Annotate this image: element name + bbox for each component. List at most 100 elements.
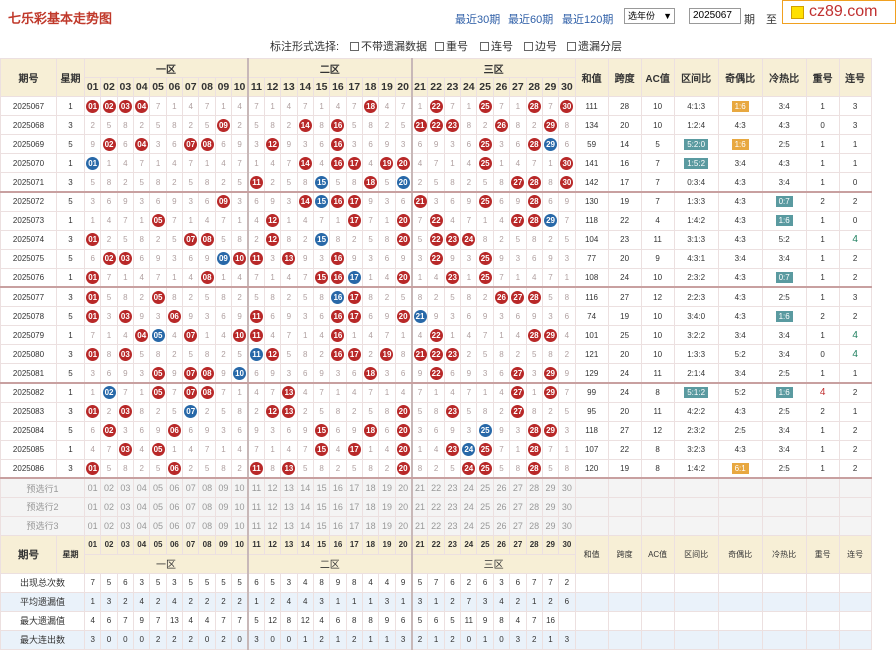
preset-number[interactable]: 06 [165,515,184,536]
preset-number[interactable]: 26 [492,477,511,498]
preset-number[interactable]: 16 [329,477,347,498]
preset-number[interactable]: 14 [296,515,314,536]
option-layer[interactable]: 遗漏分层 [567,38,622,54]
preset-number[interactable]: 17 [345,496,363,517]
preset-number[interactable]: 09 [214,477,233,498]
preset-number[interactable]: 04 [133,496,151,517]
preset-number[interactable]: 12 [263,477,282,498]
preset-number[interactable]: 25 [476,496,494,517]
option-repeat[interactable]: 重号 [435,38,468,54]
preset-number[interactable]: 30 [558,477,576,498]
preset-number[interactable]: 07 [182,496,200,517]
option-no-missing[interactable]: 不带遗漏数据 [350,38,427,54]
preset-number[interactable]: 28 [525,515,543,536]
preset-number[interactable]: 24 [460,477,478,498]
preset-number[interactable]: 13 [280,477,298,498]
preset-number[interactable]: 28 [525,477,543,498]
preset-number[interactable]: 23 [443,515,462,536]
preset-number[interactable]: 12 [263,496,282,517]
preset-number[interactable]: 16 [329,496,347,517]
preset-number[interactable]: 02 [100,515,118,536]
preset-number[interactable]: 24 [460,515,478,536]
preset-number[interactable]: 03 [116,515,135,536]
preset-number[interactable]: 20 [394,515,413,536]
preset-number[interactable]: 04 [133,515,151,536]
preset-number[interactable]: 03 [116,477,135,498]
preset-number[interactable]: 22 [427,515,445,536]
preset-number[interactable]: 13 [280,496,298,517]
preset-number[interactable]: 23 [443,477,462,498]
period-from-input[interactable]: 2025067 [689,8,741,24]
preset-number[interactable]: 10 [231,496,249,517]
option-edge[interactable]: 边号 [524,38,557,54]
preset-number[interactable]: 16 [329,515,347,536]
link-recent-30[interactable]: 最近30期 [455,14,501,26]
preset-number[interactable]: 08 [198,515,216,536]
preset-number[interactable]: 27 [509,496,527,517]
preset-number[interactable]: 04 [133,477,151,498]
preset-number[interactable]: 26 [492,496,511,517]
preset-number[interactable]: 26 [492,515,511,536]
preset-number[interactable]: 14 [296,477,314,498]
preset-number[interactable]: 10 [231,515,249,536]
preset-number[interactable]: 17 [345,515,363,536]
preset-number[interactable]: 01 [83,477,102,498]
checkbox-icon[interactable] [567,42,576,51]
preset-number[interactable]: 13 [280,515,298,536]
preset-number[interactable]: 05 [149,515,167,536]
preset-number[interactable]: 27 [509,477,527,498]
preset-number[interactable]: 15 [312,477,331,498]
preset-number[interactable]: 29 [541,477,560,498]
preset-number[interactable]: 19 [378,477,396,498]
preset-number[interactable]: 23 [443,496,462,517]
link-recent-60[interactable]: 最近60期 [508,14,554,26]
link-recent-120[interactable]: 最近120期 [562,14,614,26]
preset-number[interactable]: 25 [476,515,494,536]
preset-number[interactable]: 15 [312,515,331,536]
preset-number[interactable]: 12 [263,515,282,536]
checkbox-icon[interactable] [435,42,444,51]
preset-number[interactable]: 28 [525,496,543,517]
period-header[interactable]: 期号 [0,58,57,97]
preset-number[interactable]: 01 [83,515,102,536]
preset-number[interactable]: 10 [231,477,249,498]
preset-number[interactable]: 27 [509,515,527,536]
preset-number[interactable]: 25 [476,477,494,498]
preset-number[interactable]: 07 [182,515,200,536]
preset-number[interactable]: 11 [247,477,265,498]
preset-number[interactable]: 24 [460,496,478,517]
preset-number[interactable]: 29 [541,515,560,536]
preset-number[interactable]: 09 [214,496,233,517]
preset-number[interactable]: 22 [427,477,445,498]
preset-number[interactable]: 17 [345,477,363,498]
preset-number[interactable]: 19 [378,515,396,536]
preset-number[interactable]: 29 [541,496,560,517]
preset-number[interactable]: 15 [312,496,331,517]
preset-number[interactable]: 21 [410,515,429,536]
preset-number[interactable]: 02 [100,496,118,517]
preset-number[interactable]: 05 [149,477,167,498]
preset-number[interactable]: 06 [165,477,184,498]
checkbox-icon[interactable] [524,42,533,51]
preset-number[interactable]: 30 [558,515,576,536]
preset-number[interactable]: 11 [247,515,265,536]
preset-number[interactable]: 06 [165,496,184,517]
preset-number[interactable]: 08 [198,477,216,498]
preset-number[interactable]: 11 [247,496,265,517]
preset-number[interactable]: 18 [361,496,380,517]
preset-number[interactable]: 14 [296,496,314,517]
preset-number[interactable]: 18 [361,477,380,498]
preset-number[interactable]: 08 [198,496,216,517]
checkbox-icon[interactable] [350,42,359,51]
preset-number[interactable]: 20 [394,496,413,517]
preset-number[interactable]: 18 [361,515,380,536]
checkbox-icon[interactable] [480,42,489,51]
preset-number[interactable]: 21 [410,477,429,498]
preset-number[interactable]: 19 [378,496,396,517]
option-consecutive[interactable]: 连号 [480,38,513,54]
preset-number[interactable]: 01 [83,496,102,517]
preset-number[interactable]: 02 [100,477,118,498]
preset-number[interactable]: 21 [410,496,429,517]
year-select[interactable]: 选年份 ▼ [624,8,675,24]
preset-number[interactable]: 07 [182,477,200,498]
